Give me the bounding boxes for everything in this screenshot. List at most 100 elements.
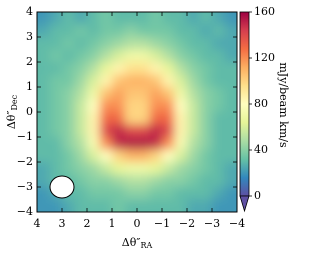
intensity-map: [37, 12, 237, 212]
heat-cell: [187, 74, 200, 88]
heat-cell: [174, 112, 188, 125]
heat-cell: [62, 99, 75, 113]
heat-cell: [37, 62, 50, 75]
heat-cell: [224, 99, 237, 113]
heat-cell: [62, 137, 75, 150]
heat-cell: [112, 37, 125, 50]
heat-cell: [99, 162, 113, 175]
heat-cell: [137, 174, 150, 188]
x-axis-label: Δθ″RA: [122, 236, 153, 250]
heat-cell: [49, 12, 63, 25]
heat-cell: [49, 74, 63, 88]
heat-cell: [49, 149, 63, 163]
heat-cell: [162, 112, 175, 125]
heat-cell: [212, 199, 225, 212]
y-tick-label: −2: [17, 155, 33, 168]
heat-cell: [87, 149, 100, 163]
heat-cell: [87, 162, 100, 175]
heat-cell: [174, 12, 188, 25]
heat-cell: [174, 37, 188, 50]
colorbar: [239, 11, 250, 197]
heat-cell: [224, 137, 237, 150]
y-tick-label: −4: [17, 205, 33, 218]
heat-cell: [112, 174, 125, 188]
heat-cell: [37, 199, 50, 212]
heat-cell: [199, 12, 213, 25]
x-tick-label: 4: [34, 217, 41, 230]
heat-cell: [199, 62, 213, 75]
heat-cell: [124, 174, 138, 188]
heat-cell: [112, 24, 125, 38]
heat-cell: [62, 62, 75, 75]
heat-cell: [187, 87, 200, 100]
heat-cell: [99, 62, 113, 75]
heat-cell: [174, 87, 188, 100]
heat-cell: [74, 37, 88, 50]
heat-cell: [212, 12, 225, 25]
heat-cell: [224, 87, 237, 100]
heat-cell: [124, 24, 138, 38]
heat-cell: [149, 87, 163, 100]
heat-cell: [187, 37, 200, 50]
heat-cell: [174, 137, 188, 150]
heat-cell: [124, 74, 138, 88]
beam: [49, 175, 75, 199]
heat-cell: [62, 87, 75, 100]
heat-cell: [199, 124, 213, 138]
heat-cell: [74, 87, 88, 100]
heat-cell: [99, 74, 113, 88]
heat-cell: [74, 12, 88, 25]
heat-cell: [162, 187, 175, 200]
heat-cell: [74, 199, 88, 212]
heat-cell: [199, 112, 213, 125]
heat-cell: [99, 149, 113, 163]
heat-cell: [74, 187, 88, 200]
heat-cell: [112, 124, 125, 138]
heat-cell: [124, 149, 138, 163]
heat-cell: [124, 137, 138, 150]
heat-cell: [62, 49, 75, 63]
heat-cell: [49, 162, 63, 175]
x-tick-label: 0: [134, 217, 141, 230]
chart: Δθ″RA Δθ″Dec mJy/beam km/s 4 3 2 1 0 −1 −2 −3 −4…: [5, 5, 290, 250]
heat-cell: [199, 87, 213, 100]
heat-cell: [99, 37, 113, 50]
heat-cell: [137, 199, 150, 212]
heat-cell: [99, 199, 113, 212]
heat-cell: [162, 49, 175, 63]
heat-cell: [74, 137, 88, 150]
heat-cell: [199, 199, 213, 212]
heat-cell: [212, 24, 225, 38]
heat-cell: [149, 74, 163, 88]
heat-cell: [174, 162, 188, 175]
heat-cell: [99, 87, 113, 100]
heat-cell: [74, 62, 88, 75]
heat-cell: [162, 37, 175, 50]
heat-cell: [187, 174, 200, 188]
heat-cell: [149, 137, 163, 150]
heat-cell: [124, 199, 138, 212]
heat-cell: [112, 199, 125, 212]
heat-cell: [149, 24, 163, 38]
heat-cell: [124, 12, 138, 25]
heat-cell: [49, 49, 63, 63]
heat-cell: [87, 99, 100, 113]
heat-cell: [99, 12, 113, 25]
heat-cell: [187, 62, 200, 75]
colorbar-tick-label: 80: [254, 97, 268, 110]
colorbar-tick-label: 120: [254, 51, 275, 64]
heat-cell: [187, 199, 200, 212]
heat-cell: [124, 99, 138, 113]
heat-cell: [112, 99, 125, 113]
heat-cell: [74, 174, 88, 188]
y-tick-label: 3: [26, 30, 33, 43]
heat-cell: [149, 112, 163, 125]
heat-cell: [49, 124, 63, 138]
heat-cell: [112, 74, 125, 88]
heat-cell: [62, 12, 75, 25]
heat-cell: [99, 24, 113, 38]
heat-cell: [224, 62, 237, 75]
heat-cell: [174, 199, 188, 212]
heat-cell: [224, 174, 237, 188]
heat-cell: [174, 62, 188, 75]
